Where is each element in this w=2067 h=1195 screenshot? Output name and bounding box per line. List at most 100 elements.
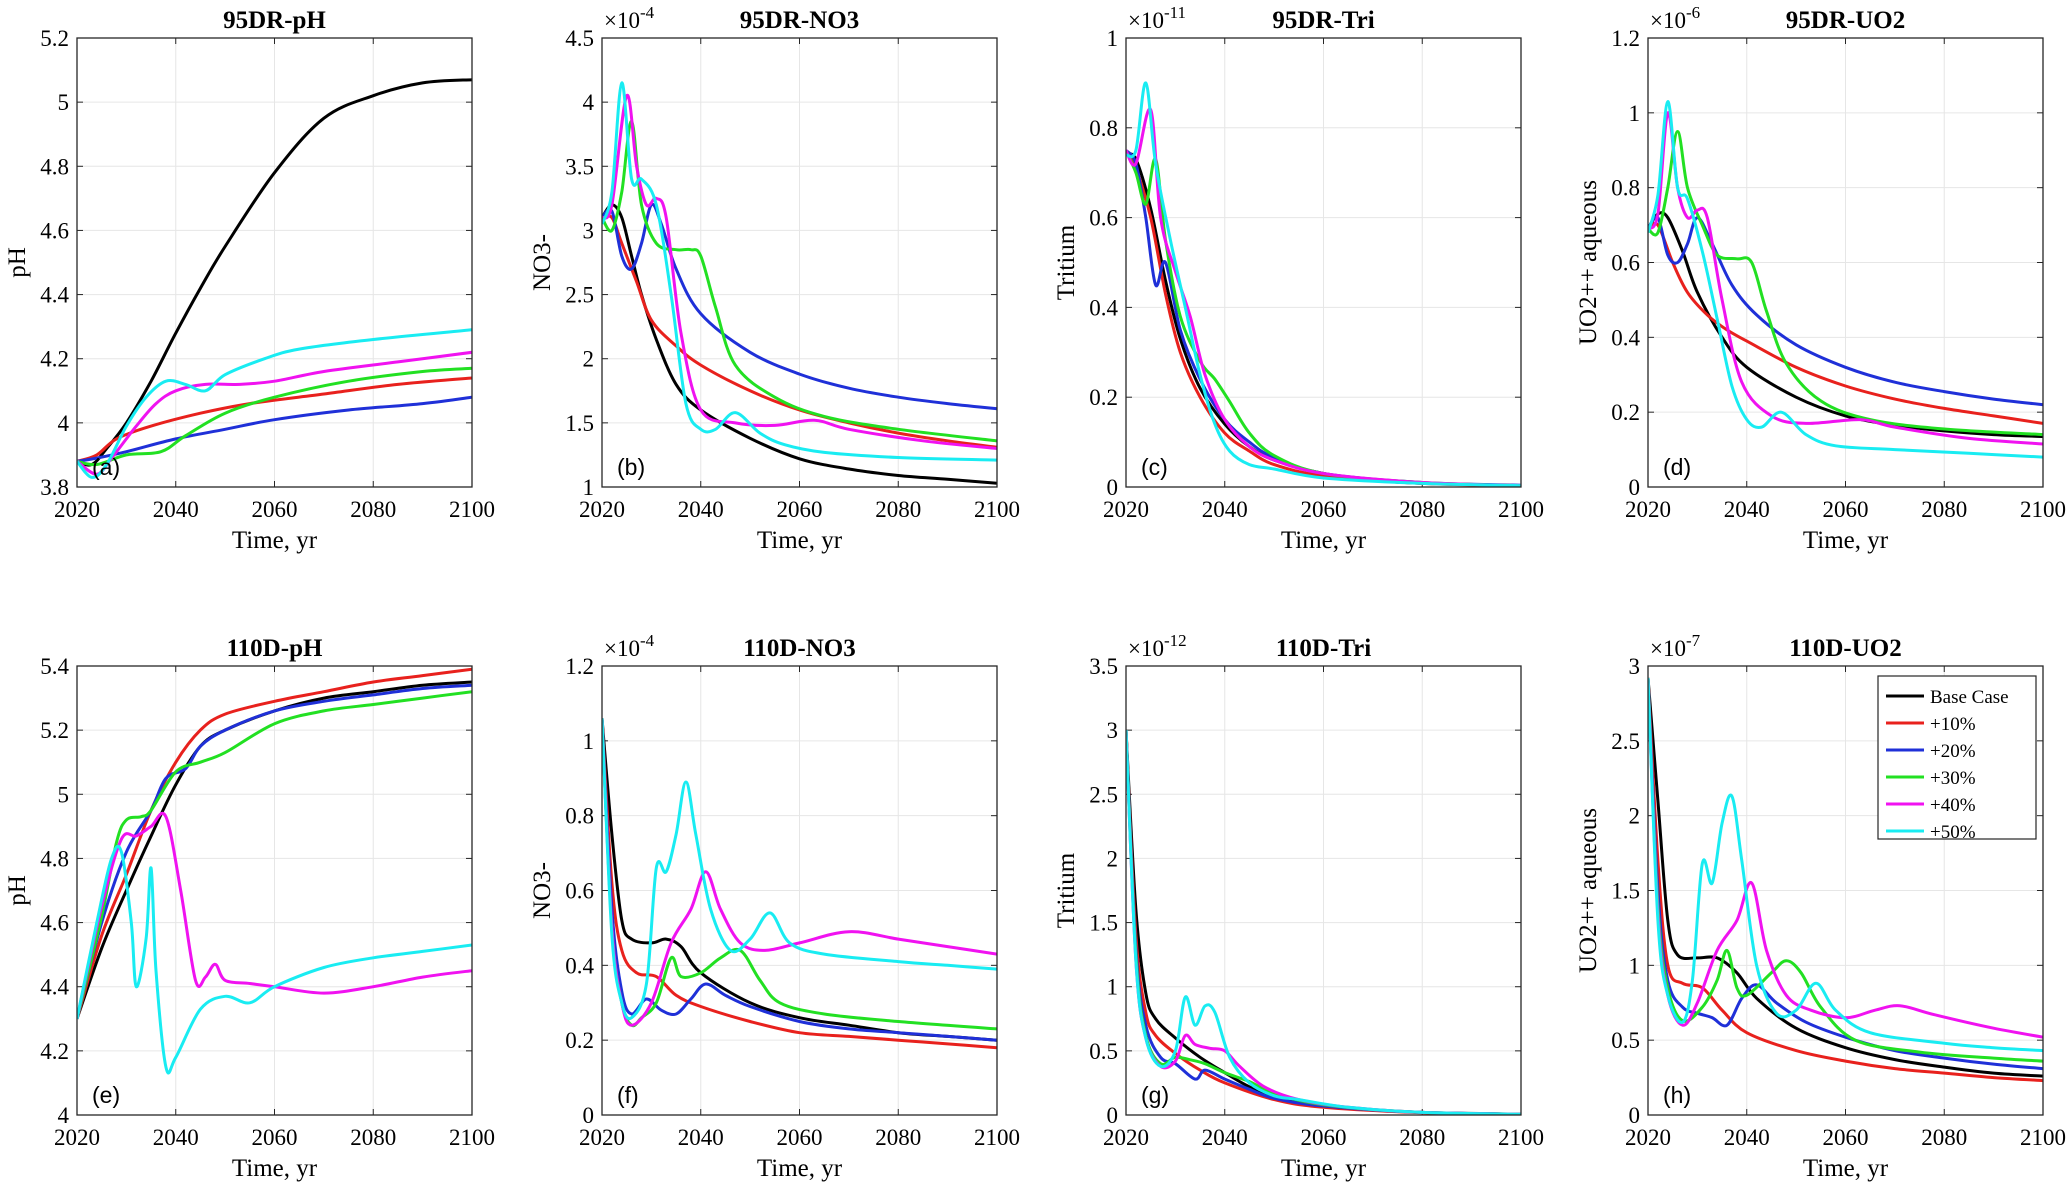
y-tick-label: 4.6: [40, 218, 69, 243]
y-tick-label: 2.5: [565, 283, 594, 308]
y-tick-label: 5.2: [40, 26, 69, 51]
panel-f: 2020 2040 2060 2080 2100 0 0.2 0.4 0.6 0.8 1 1.2 110…: [529, 631, 1020, 1182]
panel-title: 95DR-NO3: [740, 7, 859, 34]
panel-c: 2020 2040 2060 2080 2100 0 0.2 0.4 0.6 0.8 1 95DR-T…: [1053, 3, 1544, 554]
x-tick-label: 2080: [875, 1125, 921, 1150]
axis-exponent: ×10-4: [604, 631, 655, 661]
x-tick-label: 2100: [2020, 1125, 2066, 1150]
y-tick-label: 3.5: [565, 154, 594, 179]
y-tick-label: 4.8: [40, 846, 69, 871]
y-axis-label: NO3-: [529, 234, 556, 291]
axes-box: [76, 37, 473, 488]
x-tick-label: 2040: [1202, 497, 1248, 522]
axis-exponent: ×10-11: [1128, 3, 1186, 33]
x-tick-label: 2040: [1202, 1125, 1248, 1150]
y-tick-label: 1: [1629, 953, 1641, 978]
axis-exponent-power: -4: [640, 631, 655, 650]
axis-exponent-power: -12: [1164, 631, 1187, 650]
panel-title: 95DR-pH: [223, 7, 326, 34]
y-tick-label: 4.2: [40, 347, 69, 372]
x-tick-label: 2060: [777, 497, 823, 522]
x-tick-label: 2100: [449, 1125, 495, 1150]
y-tick-label: 3: [583, 218, 595, 243]
x-tick-label: 2060: [1823, 497, 1869, 522]
series-line-plus-10-pct: [1648, 677, 2043, 1083]
y-tick-label: 0: [583, 1103, 595, 1128]
series-line-plus-10-pct: [77, 667, 472, 1020]
panel-g: 2020 2040 2060 2080 2100 0 0.5 1 1.5 2 2.5 3 3.5 110D…: [1053, 631, 1544, 1182]
y-tick-label: 0.2: [1611, 400, 1640, 425]
y-axis-label: UO2++ aqueous: [1575, 180, 1602, 345]
x-axis-label: Time, yr: [757, 527, 843, 554]
legend-entry: +30%: [1930, 768, 1976, 789]
legend-entry: +50%: [1930, 822, 1976, 843]
y-tick-label: 2: [1629, 804, 1641, 829]
y-tick-label: 2: [1107, 846, 1119, 871]
x-tick-label: 2020: [54, 1125, 100, 1150]
x-tick-label: 2100: [974, 497, 1020, 522]
y-tick-label: 0: [1107, 1103, 1119, 1128]
y-axis-label: Tritium: [1053, 224, 1080, 300]
y-tick-label: 0.5: [1611, 1028, 1640, 1053]
y-tick-label: 1.5: [565, 411, 594, 436]
x-tick-label: 2020: [1625, 1125, 1671, 1150]
x-tick-label: 2060: [1301, 1125, 1347, 1150]
x-tick-label: 2060: [1301, 497, 1347, 522]
y-tick-label: 4.2: [40, 1039, 69, 1064]
x-tick-label: 2080: [1921, 497, 1967, 522]
series-line-plus-30-pct: [1648, 677, 2043, 1063]
y-tick-label: 4.6: [40, 911, 69, 936]
y-tick-label: 5: [58, 782, 70, 807]
y-tick-label: 4.4: [40, 283, 69, 308]
series-line-plus-50-pct: [77, 328, 472, 479]
axis-exponent: ×10-12: [1128, 631, 1187, 661]
y-axis-label: NO3-: [529, 862, 556, 919]
x-axis-label: Time, yr: [1803, 527, 1889, 554]
y-tick-label: 5.4: [40, 654, 69, 679]
x-tick-label: 2080: [875, 497, 921, 522]
x-axis-label: Time, yr: [232, 1155, 318, 1182]
x-axis-label: Time, yr: [757, 1155, 843, 1182]
panel-letter: (a): [92, 454, 120, 480]
x-tick-label: 2040: [1724, 497, 1770, 522]
axes-box: [1647, 665, 2044, 1116]
x-tick-label: 2080: [1399, 1125, 1445, 1150]
y-tick-label: 2.5: [1089, 782, 1118, 807]
y-tick-label: 0.4: [565, 953, 594, 978]
x-tick-label: 2020: [1103, 497, 1149, 522]
panel-title: 95DR-Tri: [1272, 7, 1374, 34]
x-tick-label: 2080: [350, 497, 396, 522]
axes-box: [601, 37, 998, 488]
legend: Base Case +10% +20% +30% +40% +50%: [1877, 675, 2037, 843]
x-tick-label: 2100: [2020, 497, 2066, 522]
y-tick-label: 5: [58, 90, 70, 115]
y-tick-label: 2.5: [1611, 729, 1640, 754]
axis-exponent: ×10-7: [1650, 631, 1701, 661]
panel-title: 110D-Tri: [1276, 635, 1371, 662]
legend-entry: +10%: [1930, 714, 1976, 735]
series-line-plus-20-pct: [602, 202, 997, 411]
panel-a: 2020 2040 2060 2080 2100 3.8 4 4.2 4.4 4.6 4.8 5 5.2…: [4, 7, 495, 554]
x-tick-label: 2100: [1498, 497, 1544, 522]
axes-box: [76, 665, 473, 1116]
y-tick-label: 0: [1629, 475, 1641, 500]
series-line-base-case: [1648, 211, 2043, 438]
panel-letter: (d): [1663, 454, 1691, 480]
y-tick-label: 1.2: [1611, 26, 1640, 51]
panel-title: 110D-UO2: [1789, 635, 1902, 662]
y-tick-label: 3: [1107, 718, 1119, 743]
y-tick-label: 1.5: [1089, 911, 1118, 936]
panel-letter: (h): [1663, 1082, 1691, 1108]
y-tick-label: 0: [1107, 475, 1119, 500]
x-tick-label: 2080: [1921, 1125, 1967, 1150]
y-tick-label: 0.5: [1089, 1039, 1118, 1064]
y-tick-label: 1: [583, 475, 595, 500]
x-tick-label: 2060: [777, 1125, 823, 1150]
y-tick-label: 0.8: [1611, 176, 1640, 201]
series-line-plus-50-pct: [1648, 677, 2043, 1053]
x-tick-label: 2020: [579, 1125, 625, 1150]
axis-exponent: ×10-4: [604, 3, 655, 33]
panel-letter: (b): [617, 454, 645, 480]
x-tick-label: 2040: [1724, 1125, 1770, 1150]
series-line-plus-50-pct: [77, 844, 472, 1075]
